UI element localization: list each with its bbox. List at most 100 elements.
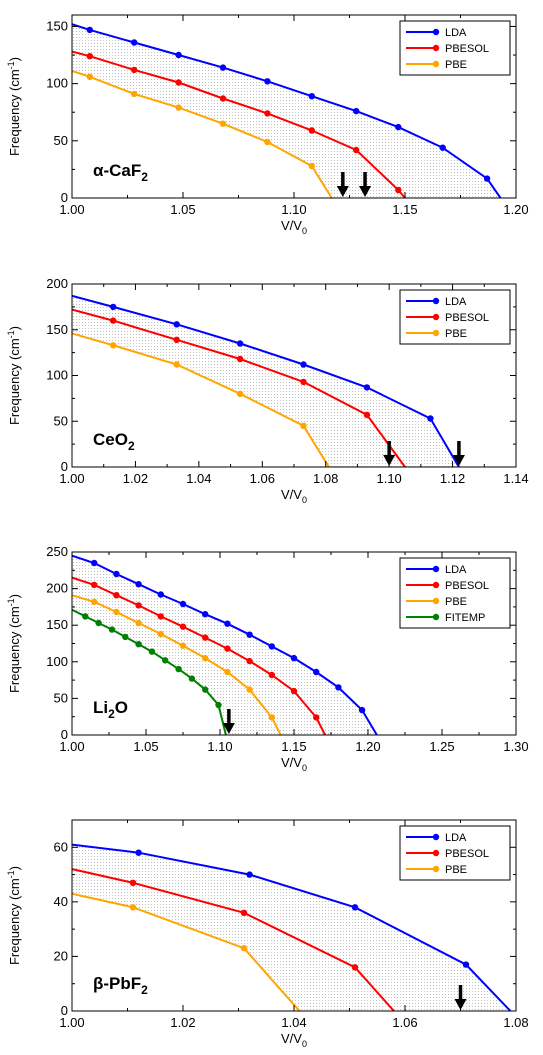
data-point (110, 317, 116, 323)
data-point (264, 110, 270, 116)
data-point (202, 611, 208, 617)
y-tick-label: 50 (54, 690, 68, 705)
data-point (427, 415, 433, 421)
data-point (202, 686, 208, 692)
y-tick-label: 0 (61, 1003, 68, 1018)
legend-swatch-marker (433, 598, 439, 604)
data-point (130, 904, 136, 910)
data-point (264, 78, 270, 84)
y-axis-label: Frequency (cm-1) (6, 326, 22, 425)
data-point (135, 602, 141, 608)
data-point (174, 337, 180, 343)
data-point (180, 643, 186, 649)
data-point (309, 93, 315, 99)
x-axis-label: V/V0 (281, 487, 307, 505)
x-tick-label: 1.30 (503, 739, 528, 754)
data-point (91, 599, 97, 605)
legend-swatch-marker (433, 834, 439, 840)
data-point (269, 714, 275, 720)
x-tick-label: 1.15 (281, 739, 306, 754)
legend-swatch-marker (433, 330, 439, 336)
data-point (180, 624, 186, 630)
y-axis-label: Frequency (cm-1) (6, 57, 22, 156)
data-point (135, 641, 141, 647)
legend-swatch-marker (433, 850, 439, 856)
data-point (131, 91, 137, 97)
data-point (364, 384, 370, 390)
data-point (395, 124, 401, 130)
data-point (359, 707, 365, 713)
data-point (246, 686, 252, 692)
y-tick-label: 100 (46, 368, 68, 383)
data-point (174, 321, 180, 327)
x-tick-label: 1.04 (186, 471, 211, 486)
data-point (352, 904, 358, 910)
data-point (313, 714, 319, 720)
x-tick-label: 1.02 (123, 471, 148, 486)
chart-panel-4: 1.00 1.02 1.04 1.06 1.080204060V/V0Frequency… (6, 820, 529, 1049)
data-point (113, 592, 119, 598)
data-point (175, 666, 181, 672)
x-tick-label: 1.20 (503, 202, 528, 217)
data-point (162, 657, 168, 663)
data-point (237, 391, 243, 397)
x-tick-label: 1.15 (392, 202, 417, 217)
legend-label: LDA (445, 832, 467, 844)
legend-swatch-marker (433, 614, 439, 620)
data-point (202, 655, 208, 661)
data-point (224, 621, 230, 627)
data-point (269, 672, 275, 678)
chart-panel-1: 1.00 1.05 1.10 1.15 1.20 0 50 100 150 V/V0 Frequen… (6, 15, 529, 236)
data-point (135, 620, 141, 626)
data-point (309, 163, 315, 169)
data-point (135, 581, 141, 587)
data-point (224, 669, 230, 675)
data-point (110, 342, 116, 348)
data-point (174, 361, 180, 367)
y-tick-label: 150 (46, 322, 68, 337)
data-point (220, 95, 226, 101)
data-point (291, 655, 297, 661)
legend-label: PBE (445, 59, 467, 71)
y-tick-label: 250 (46, 544, 68, 559)
legend-label: PBESOL (445, 312, 489, 324)
y-tick-label: 50 (54, 133, 68, 148)
x-tick-label: 1.06 (392, 1015, 417, 1030)
data-point (463, 961, 469, 967)
data-point (246, 658, 252, 664)
y-tick-label: 150 (46, 18, 68, 33)
x-axis-label: V/V0 (281, 1031, 307, 1049)
data-point (135, 850, 141, 856)
data-point (82, 613, 88, 619)
data-point (131, 67, 137, 73)
legend-label: PBE (445, 864, 467, 876)
data-point (246, 632, 252, 638)
data-point (109, 626, 115, 632)
data-point (246, 871, 252, 877)
data-point (91, 560, 97, 566)
data-point (300, 379, 306, 385)
legend: LDA PBESOL PBE (400, 290, 510, 344)
legend-label: PBE (445, 328, 467, 340)
x-tick-label: 1.04 (281, 1015, 306, 1030)
chart-panel-3: 1.00 1.05 1.10 1.15 1.20 1.25 1.30050100150200… (6, 544, 529, 773)
data-point (241, 945, 247, 951)
legend: LDA PBESOL PBE (400, 826, 510, 880)
legend-label: LDA (445, 296, 467, 308)
legend-label: LDA (445, 564, 467, 576)
x-tick-label: 1.10 (207, 739, 232, 754)
data-point (91, 582, 97, 588)
legend-swatch-marker (433, 866, 439, 872)
legend-swatch-marker (433, 582, 439, 588)
x-tick-label: 1.08 (503, 1015, 528, 1030)
x-tick-label: 1.05 (133, 739, 158, 754)
y-tick-label: 200 (46, 276, 68, 291)
x-axis-label: V/V0 (281, 755, 307, 773)
legend-label: PBESOL (445, 580, 489, 592)
y-tick-label: 20 (54, 948, 68, 963)
data-point (335, 684, 341, 690)
y-tick-label: 100 (46, 76, 68, 91)
y-tick-label: 0 (61, 459, 68, 474)
data-point (395, 187, 401, 193)
